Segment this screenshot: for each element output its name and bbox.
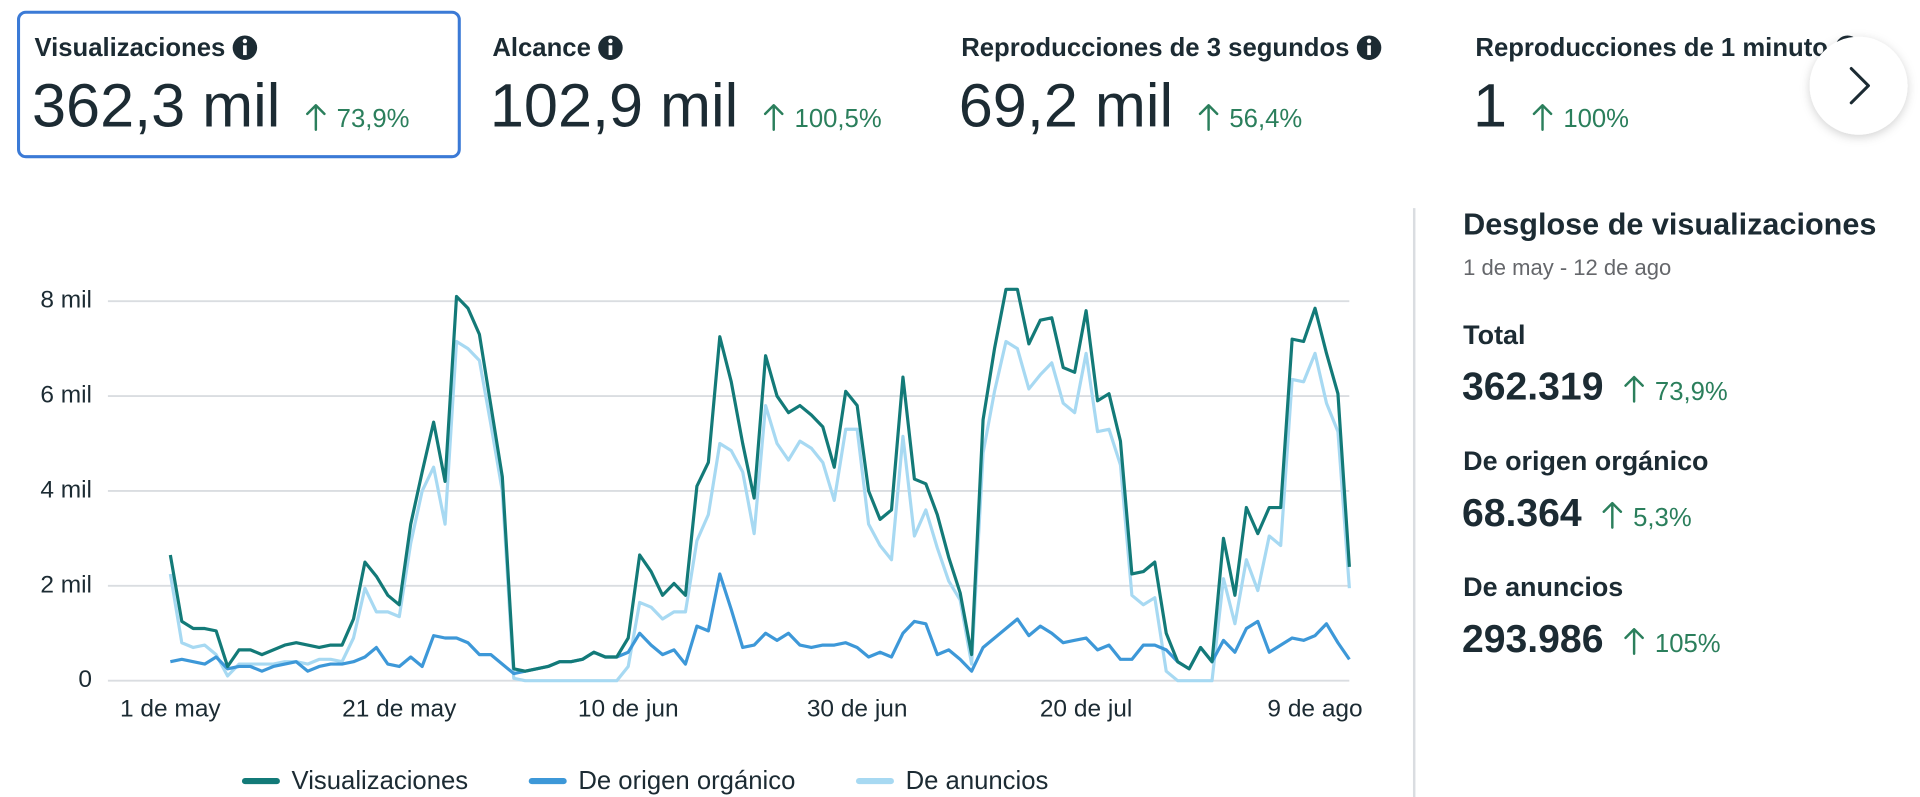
y-tick-label: 2 mil <box>40 571 92 598</box>
x-tick-label: 21 de may <box>342 696 457 723</box>
breakdown-change: 105% <box>1655 630 1721 658</box>
info-icon-dot <box>242 38 248 44</box>
metric-change: 100% <box>1563 105 1629 133</box>
x-tick-label: 10 de jun <box>578 696 679 723</box>
date-range: 1 de may - 12 de ago <box>1463 255 1671 280</box>
up-arrow-icon <box>1624 375 1644 403</box>
up-arrow-icon <box>1532 104 1553 131</box>
y-tick-label: 8 mil <box>40 287 92 314</box>
breakdown-title: Desglose de visualizaciones <box>1463 208 1876 242</box>
legend-label: De anuncios <box>906 767 1049 795</box>
breakdown-change: 73,9% <box>1655 378 1728 406</box>
y-tick-label: 0 <box>78 666 92 693</box>
line-series <box>170 572 1351 676</box>
up-arrow-icon <box>1602 501 1623 529</box>
metric-label: Reproducciones de 1 minuto <box>1475 34 1828 62</box>
x-tick-label: 30 de jun <box>807 696 908 723</box>
line-series <box>168 287 1351 673</box>
breakdown-value: 362.319 <box>1462 366 1604 409</box>
breakdown-list: Total 362.319 73,9% De origen orgánico 68.36… <box>1462 320 1728 661</box>
y-tick-label: 6 mil <box>40 382 92 409</box>
metric-label: Reproducciones de 3 segundos <box>961 34 1349 62</box>
metric-value: 1 <box>1473 71 1507 139</box>
y-tick-label: 4 mil <box>40 476 92 503</box>
metric-change: 56,4% <box>1229 105 1302 133</box>
up-arrow-icon <box>1624 628 1644 655</box>
info-icon-dot <box>1366 38 1372 44</box>
up-arrow-icon <box>306 104 326 131</box>
breakdown-value: 293.986 <box>1462 618 1604 661</box>
x-tick-label: 1 de may <box>120 696 221 723</box>
next-button[interactable] <box>1809 36 1908 135</box>
metric-change: 73,9% <box>337 105 410 133</box>
metric-label: Visualizaciones <box>34 34 225 62</box>
up-arrow-icon <box>1198 104 1219 131</box>
x-tick-label: 20 de jul <box>1040 696 1133 723</box>
metric-label: Alcance <box>492 34 591 62</box>
breakdown-value: 68.364 <box>1462 492 1582 535</box>
info-icon-dot <box>608 38 613 44</box>
selected-card[interactable] <box>17 10 461 159</box>
metric-change: 100,5% <box>795 105 882 133</box>
legend-label: De origen orgánico <box>578 767 795 795</box>
x-tick-label: 9 de ago <box>1267 696 1362 723</box>
legend-label: Visualizaciones <box>292 767 469 795</box>
chevron-icon <box>1849 67 1870 105</box>
next-button-bg[interactable] <box>1809 36 1908 135</box>
breakdown-change: 5,3% <box>1633 504 1692 532</box>
metric-value: 362,3 mil <box>32 71 280 139</box>
metric-value: 69,2 mil <box>959 71 1173 139</box>
up-arrow-icon <box>763 104 784 131</box>
metric-cards: Visualizaciones 362,3 mil 73,9% Alcance 102,… <box>32 34 1860 139</box>
info-icon-bar <box>608 45 613 56</box>
breakdown-label: De anuncios <box>1463 572 1623 602</box>
line-series <box>168 339 1351 683</box>
metric-value: 102,9 mil <box>490 71 738 139</box>
info-icon-bar <box>243 45 247 56</box>
breakdown-label: Total <box>1463 320 1525 350</box>
chart: 0 2 mil 4 mil 6 mil 8 mil 1 de may 21 de may 10… <box>40 287 1362 795</box>
breakdown-label: De origen orgánico <box>1463 446 1708 476</box>
info-icon-bar <box>1367 45 1371 56</box>
